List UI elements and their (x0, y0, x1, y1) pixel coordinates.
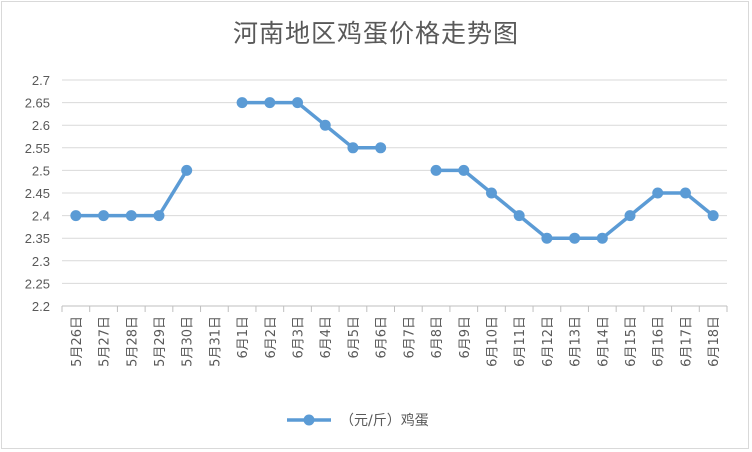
y-axis-tick-labels: 2.2 2.25 2.3 2.35 2.4 2.45 2.5 2.55 2.6 2.65 2.7 (25, 73, 50, 314)
x-tick-label: 6月9日 (458, 316, 473, 359)
x-tick-label: 6月7日 (402, 316, 417, 359)
data-point (569, 232, 581, 244)
series-lines (70, 97, 719, 244)
x-tick-label: 6月10日 (485, 316, 500, 367)
data-point (652, 187, 664, 199)
x-tick-label: 6月8日 (430, 316, 445, 359)
data-point (292, 97, 304, 109)
data-point (485, 187, 497, 199)
data-point (236, 97, 248, 109)
data-point (707, 210, 719, 222)
data-point (264, 97, 276, 109)
chart-title: 河南地区鸡蛋价格走势图 (232, 19, 519, 48)
x-tick-label: 6月14日 (596, 316, 611, 367)
data-point (679, 187, 691, 199)
x-tick-label: 5月27日 (98, 316, 113, 367)
y-tick-label: 2.5 (32, 163, 50, 178)
y-tick-label: 2.2 (32, 299, 50, 314)
data-point (70, 210, 82, 222)
legend-series-label: （元/斤）鸡蛋 (340, 412, 429, 429)
data-point (375, 142, 387, 154)
x-tick-label: 5月30日 (181, 316, 196, 367)
y-tick-label: 2.6 (32, 118, 50, 133)
x-tick-label: 6月18日 (707, 316, 722, 367)
x-tick-label: 6月6日 (375, 316, 390, 359)
series-line (434, 168, 715, 240)
x-tick-label: 6月1日 (236, 316, 251, 359)
x-tick-label: 6月4日 (319, 316, 334, 359)
x-tick-label: 6月12日 (541, 316, 556, 367)
gridlines (62, 79, 727, 307)
data-point (596, 232, 608, 244)
x-tick-label: 6月3日 (292, 316, 307, 359)
x-tick-label: 6月16日 (652, 316, 667, 367)
x-tick-label: 6月5日 (347, 316, 362, 359)
data-point (98, 210, 110, 222)
x-axis (61, 305, 728, 312)
data-point (347, 142, 359, 154)
y-tick-label: 2.3 (32, 254, 50, 269)
data-point (513, 210, 525, 222)
data-point (541, 232, 553, 244)
x-tick-label: 5月28日 (125, 316, 140, 367)
y-tick-label: 2.55 (25, 141, 50, 156)
y-tick-label: 2.4 (32, 209, 50, 224)
data-point (153, 210, 165, 222)
x-tick-label: 6月17日 (679, 316, 694, 367)
legend-point-marker (303, 414, 315, 426)
legend: （元/斤）鸡蛋 (287, 412, 429, 429)
data-point (125, 210, 137, 222)
y-tick-label: 2.65 (25, 96, 50, 111)
x-axis-tick-labels: 5月26日 5月27日 5月28日 5月29日 5月30日 5月31日 6月1日 6月2日 6月… (70, 316, 722, 367)
data-point (624, 210, 636, 222)
data-point (430, 164, 442, 176)
x-tick-label: 5月29日 (153, 316, 168, 367)
x-tick-label: 6月2日 (264, 316, 279, 359)
x-tick-label: 5月31日 (208, 316, 223, 367)
y-tick-label: 2.25 (25, 276, 50, 291)
x-tick-label: 6月13日 (569, 316, 584, 367)
data-point (458, 164, 470, 176)
x-tick-label: 6月11日 (513, 316, 528, 367)
y-tick-label: 2.45 (25, 186, 50, 201)
data-point (181, 164, 193, 176)
x-tick-label: 6月15日 (624, 316, 639, 367)
data-point (319, 119, 331, 131)
x-tick-label: 5月26日 (70, 316, 85, 367)
y-tick-label: 2.35 (25, 231, 50, 246)
y-tick-label: 2.7 (32, 73, 50, 88)
